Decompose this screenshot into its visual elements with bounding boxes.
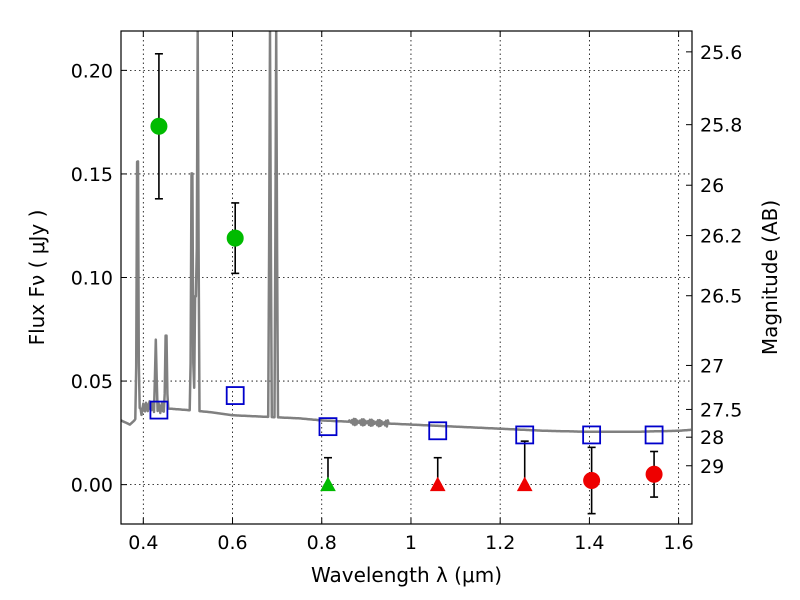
- y-tick-label: 0.05: [71, 371, 113, 393]
- y2-tick-label: 27.5: [700, 399, 742, 421]
- detection-point: [150, 117, 168, 135]
- y2-tick-label: 26.5: [700, 286, 742, 308]
- x-tick-label: 0.4: [128, 532, 158, 554]
- y-tick-label: 0.20: [71, 60, 113, 82]
- x-tick-label: 0.6: [217, 532, 247, 554]
- grid-layer: [121, 31, 692, 524]
- model-photometry-box: [318, 417, 338, 437]
- y2-axis-label: Magnitude (AB): [758, 200, 782, 355]
- upper-limit-triangle: [429, 476, 446, 492]
- model-photometry-box: [225, 386, 245, 405]
- y2-tick-label: 27: [700, 355, 724, 377]
- y-tick-label: 0.00: [71, 475, 113, 497]
- upper-limit-triangle: [320, 476, 336, 492]
- detection-point: [583, 472, 601, 489]
- model-photometry-box: [515, 425, 535, 445]
- model-photometry-box: [582, 425, 602, 445]
- model-photometry-box: [149, 400, 169, 420]
- y2-tick-label: 29: [700, 456, 724, 478]
- x-tick-label: 0.8: [307, 532, 337, 554]
- template-spectrum: [121, 31, 692, 434]
- y2-tick-label: 26: [700, 175, 724, 197]
- upper-limit-triangle: [516, 476, 533, 492]
- y-tick-label: 0.10: [71, 268, 113, 290]
- y-tick-label: 0.15: [71, 164, 113, 186]
- x-tick-label: 1.2: [485, 532, 515, 554]
- y2-tick-label: 26.2: [700, 226, 742, 248]
- x-tick-label: 1: [405, 532, 417, 554]
- detection-point: [645, 465, 663, 483]
- template-spectrum-line: [121, 31, 692, 434]
- data-points: [149, 52, 664, 515]
- model-photometry-box: [644, 425, 664, 445]
- y2-tick-label: 25.8: [700, 115, 742, 137]
- y2-tick-label: 25.6: [700, 42, 742, 64]
- detection-point: [226, 229, 244, 247]
- x-axis-label: Wavelength λ (μm): [311, 563, 502, 587]
- model-photometry-box: [428, 421, 448, 441]
- ticks-layer: 0.4 0.6 0.8 1 1.2 1.4 1.6 0.00 0.05 0.10 0.15 0.20 2…: [71, 31, 742, 554]
- y-axis-label: Flux Fν ( μJy ): [25, 210, 49, 346]
- y2-tick-label: 28: [700, 427, 724, 449]
- x-tick-label: 1.4: [574, 532, 604, 554]
- x-tick-label: 1.6: [664, 532, 694, 554]
